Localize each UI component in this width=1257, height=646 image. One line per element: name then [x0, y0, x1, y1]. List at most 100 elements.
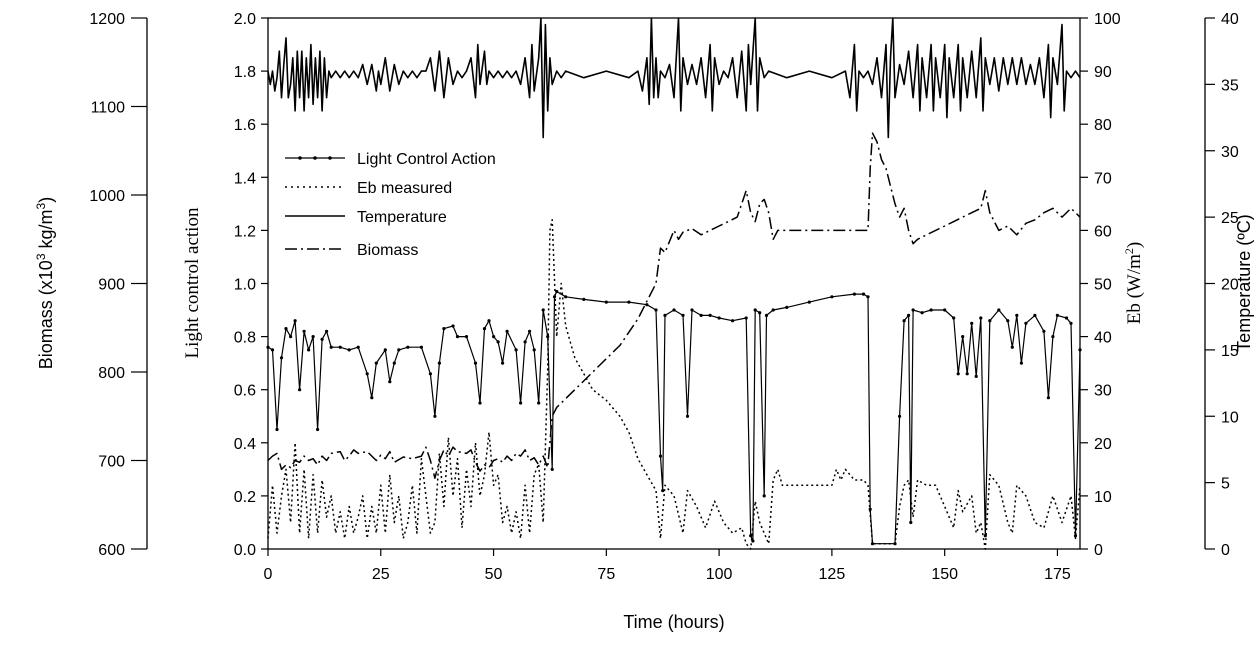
point-light-control-action	[1051, 335, 1055, 339]
point-light-control-action	[523, 340, 527, 344]
point-light-control-action	[699, 313, 703, 317]
series-biomass	[267, 132, 1081, 479]
point-light-control-action	[870, 542, 875, 546]
point-light-control-action	[907, 313, 911, 317]
point-light-control-action	[428, 372, 432, 376]
point-light-control-action	[627, 300, 631, 304]
point-light-control-action	[1010, 345, 1014, 349]
light-tick-label: 1.6	[234, 117, 256, 134]
point-light-control-action	[1046, 396, 1050, 400]
point-light-control-action	[356, 345, 360, 349]
eb-tick-label: 60	[1094, 223, 1112, 240]
point-light-control-action	[1042, 329, 1046, 333]
point-light-control-action	[771, 308, 775, 312]
point-light-control-action	[279, 356, 284, 360]
x-tick-label: 125	[819, 566, 846, 583]
point-light-control-action	[365, 372, 369, 376]
biomass-label-mid: kg/m	[36, 209, 56, 253]
x-tick-label: 175	[1044, 566, 1071, 583]
point-light-control-action	[383, 348, 387, 352]
point-light-control-action	[1078, 348, 1082, 352]
legend-label-biomass: Biomass	[357, 242, 418, 259]
point-light-control-action	[505, 329, 509, 333]
light-tick-label: 0.0	[234, 542, 256, 559]
point-light-control-action	[370, 396, 374, 400]
point-light-control-action	[419, 345, 423, 349]
point-light-control-action	[582, 297, 586, 301]
point-light-control-action	[347, 348, 351, 352]
point-light-control-action	[661, 489, 665, 493]
biomass-tick-label: 700	[98, 454, 125, 471]
x-tick-label: 0	[264, 566, 273, 583]
point-light-control-action	[302, 329, 306, 333]
legend: Light Control Action Eb measured Tempera…	[285, 151, 496, 259]
point-light-control-action	[909, 520, 913, 525]
point-light-control-action	[266, 345, 270, 349]
x-tick-label: 150	[931, 566, 958, 583]
eb-tick-label: 70	[1094, 170, 1112, 187]
eb-axis-label: Eb (W/m2)	[1122, 242, 1145, 325]
point-light-control-action	[952, 316, 956, 320]
legend-label-eb: Eb measured	[357, 180, 452, 197]
point-light-control-action	[956, 372, 960, 376]
x-tick-label: 25	[372, 566, 390, 583]
point-light-control-action	[1019, 361, 1024, 365]
point-light-control-action	[307, 348, 311, 352]
point-light-control-action	[442, 327, 446, 331]
point-light-control-action	[406, 345, 410, 349]
point-light-control-action	[961, 335, 965, 339]
point-light-control-action	[974, 374, 978, 378]
point-light-control-action	[374, 361, 378, 365]
biomass-label-sup1: 3	[34, 253, 48, 260]
point-light-control-action	[979, 316, 983, 320]
point-light-control-action	[898, 414, 902, 418]
temperature-tick-label: 40	[1221, 11, 1239, 28]
light-tick-label: 1.8	[234, 64, 256, 81]
point-light-control-action	[514, 348, 518, 352]
point-light-control-action	[478, 401, 482, 405]
point-light-control-action	[1006, 319, 1010, 323]
point-light-control-action	[433, 414, 437, 418]
eb-tick-label: 40	[1094, 330, 1112, 347]
point-light-control-action	[552, 295, 557, 299]
point-light-control-action	[717, 316, 721, 320]
legend-dot-light-2	[313, 156, 317, 160]
point-light-control-action	[920, 311, 924, 315]
point-light-control-action	[753, 308, 757, 312]
point-light-control-action	[392, 361, 396, 365]
temperature-axis-label: Temperature (ºC)	[1234, 214, 1254, 352]
biomass-label-sup2: 3	[34, 202, 48, 209]
point-light-control-action	[320, 337, 324, 341]
legend-dot-light-3	[328, 156, 332, 160]
eb-tick-label: 10	[1094, 489, 1112, 506]
point-light-control-action	[988, 319, 992, 323]
point-light-control-action	[325, 329, 329, 333]
eb-label-post: )	[1124, 242, 1145, 248]
eb-label-pre: Eb (W/m	[1124, 254, 1145, 324]
point-light-control-action	[550, 467, 554, 471]
point-light-control-action	[1033, 313, 1037, 317]
temperature-tick-label: 35	[1221, 77, 1239, 94]
x-tick-label: 100	[706, 566, 733, 583]
temperature-tick-label: 10	[1221, 409, 1239, 426]
x-tick-label: 75	[597, 566, 615, 583]
point-light-control-action	[758, 311, 762, 315]
point-light-control-action	[663, 313, 667, 317]
point-light-control-action	[492, 335, 496, 339]
series-layer	[266, 17, 1082, 550]
point-light-control-action	[329, 345, 333, 349]
light-tick-label: 0.4	[234, 436, 256, 453]
point-light-control-action	[455, 335, 460, 339]
biomass-axis-label: Biomass (x103 kg/m3)	[34, 197, 56, 369]
point-light-control-action	[338, 345, 342, 349]
point-light-control-action	[943, 308, 947, 312]
eb-tick-label: 50	[1094, 277, 1112, 294]
point-light-control-action	[965, 372, 969, 376]
point-light-control-action	[482, 327, 487, 331]
point-light-control-action	[645, 303, 649, 307]
temperature-tick-label: 20	[1221, 277, 1239, 294]
point-light-control-action	[275, 427, 279, 432]
point-light-control-action	[690, 308, 694, 312]
point-light-control-action	[731, 319, 735, 323]
